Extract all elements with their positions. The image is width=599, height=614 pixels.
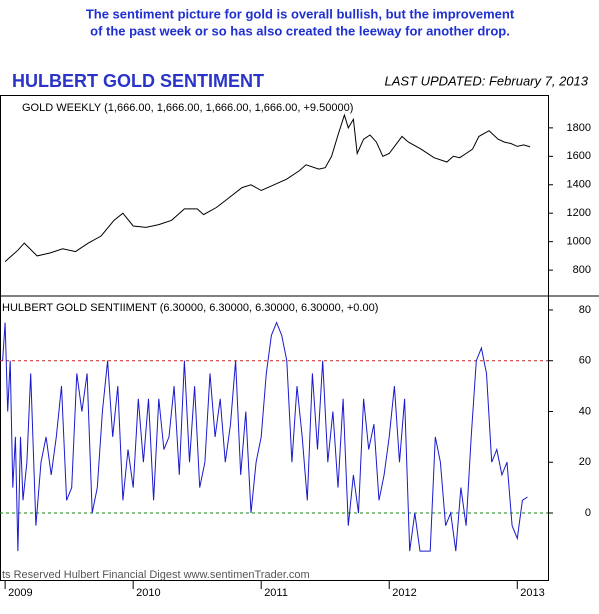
panel-label: HULBERT GOLD SENTIIMENT (6.30000, 6.3000… — [2, 302, 378, 314]
footer: ts Reserved Hulbert Financial Digest www… — [2, 569, 310, 581]
y-tick-label: 40 — [579, 405, 591, 417]
panel-label: GOLD WEEKLY (1,666.00, 1,666.00, 1,666.0… — [22, 102, 353, 114]
chart-title: HULBERT GOLD SENTIMENT — [12, 71, 264, 91]
plot-frame — [0, 95, 549, 581]
note-line: of the past week or so has also created … — [90, 23, 510, 38]
series-line — [2, 321, 528, 552]
last-updated: LAST UPDATED: February 7, 2013 — [384, 73, 588, 88]
y-tick-label: 60 — [579, 355, 591, 367]
y-tick-label: 1800 — [567, 122, 591, 134]
y-tick-label: 0 — [585, 507, 591, 519]
y-tick-label: 1200 — [567, 207, 591, 219]
x-tick-label: 2010 — [136, 587, 160, 599]
y-tick-label: 1400 — [567, 179, 591, 191]
y-tick-label: 800 — [573, 264, 591, 276]
x-tick-label: 2011 — [264, 587, 288, 599]
x-tick-label: 2012 — [392, 587, 416, 599]
series-line — [4, 113, 531, 262]
y-tick-label: 1600 — [567, 150, 591, 162]
x-tick-label: 2013 — [520, 587, 544, 599]
x-tick-label: 2009 — [8, 587, 32, 599]
y-tick-label: 1000 — [567, 236, 591, 248]
y-tick-label: 20 — [579, 456, 591, 468]
note-line: The sentiment picture for gold is overal… — [86, 6, 515, 21]
y-tick-label: 80 — [579, 304, 591, 316]
